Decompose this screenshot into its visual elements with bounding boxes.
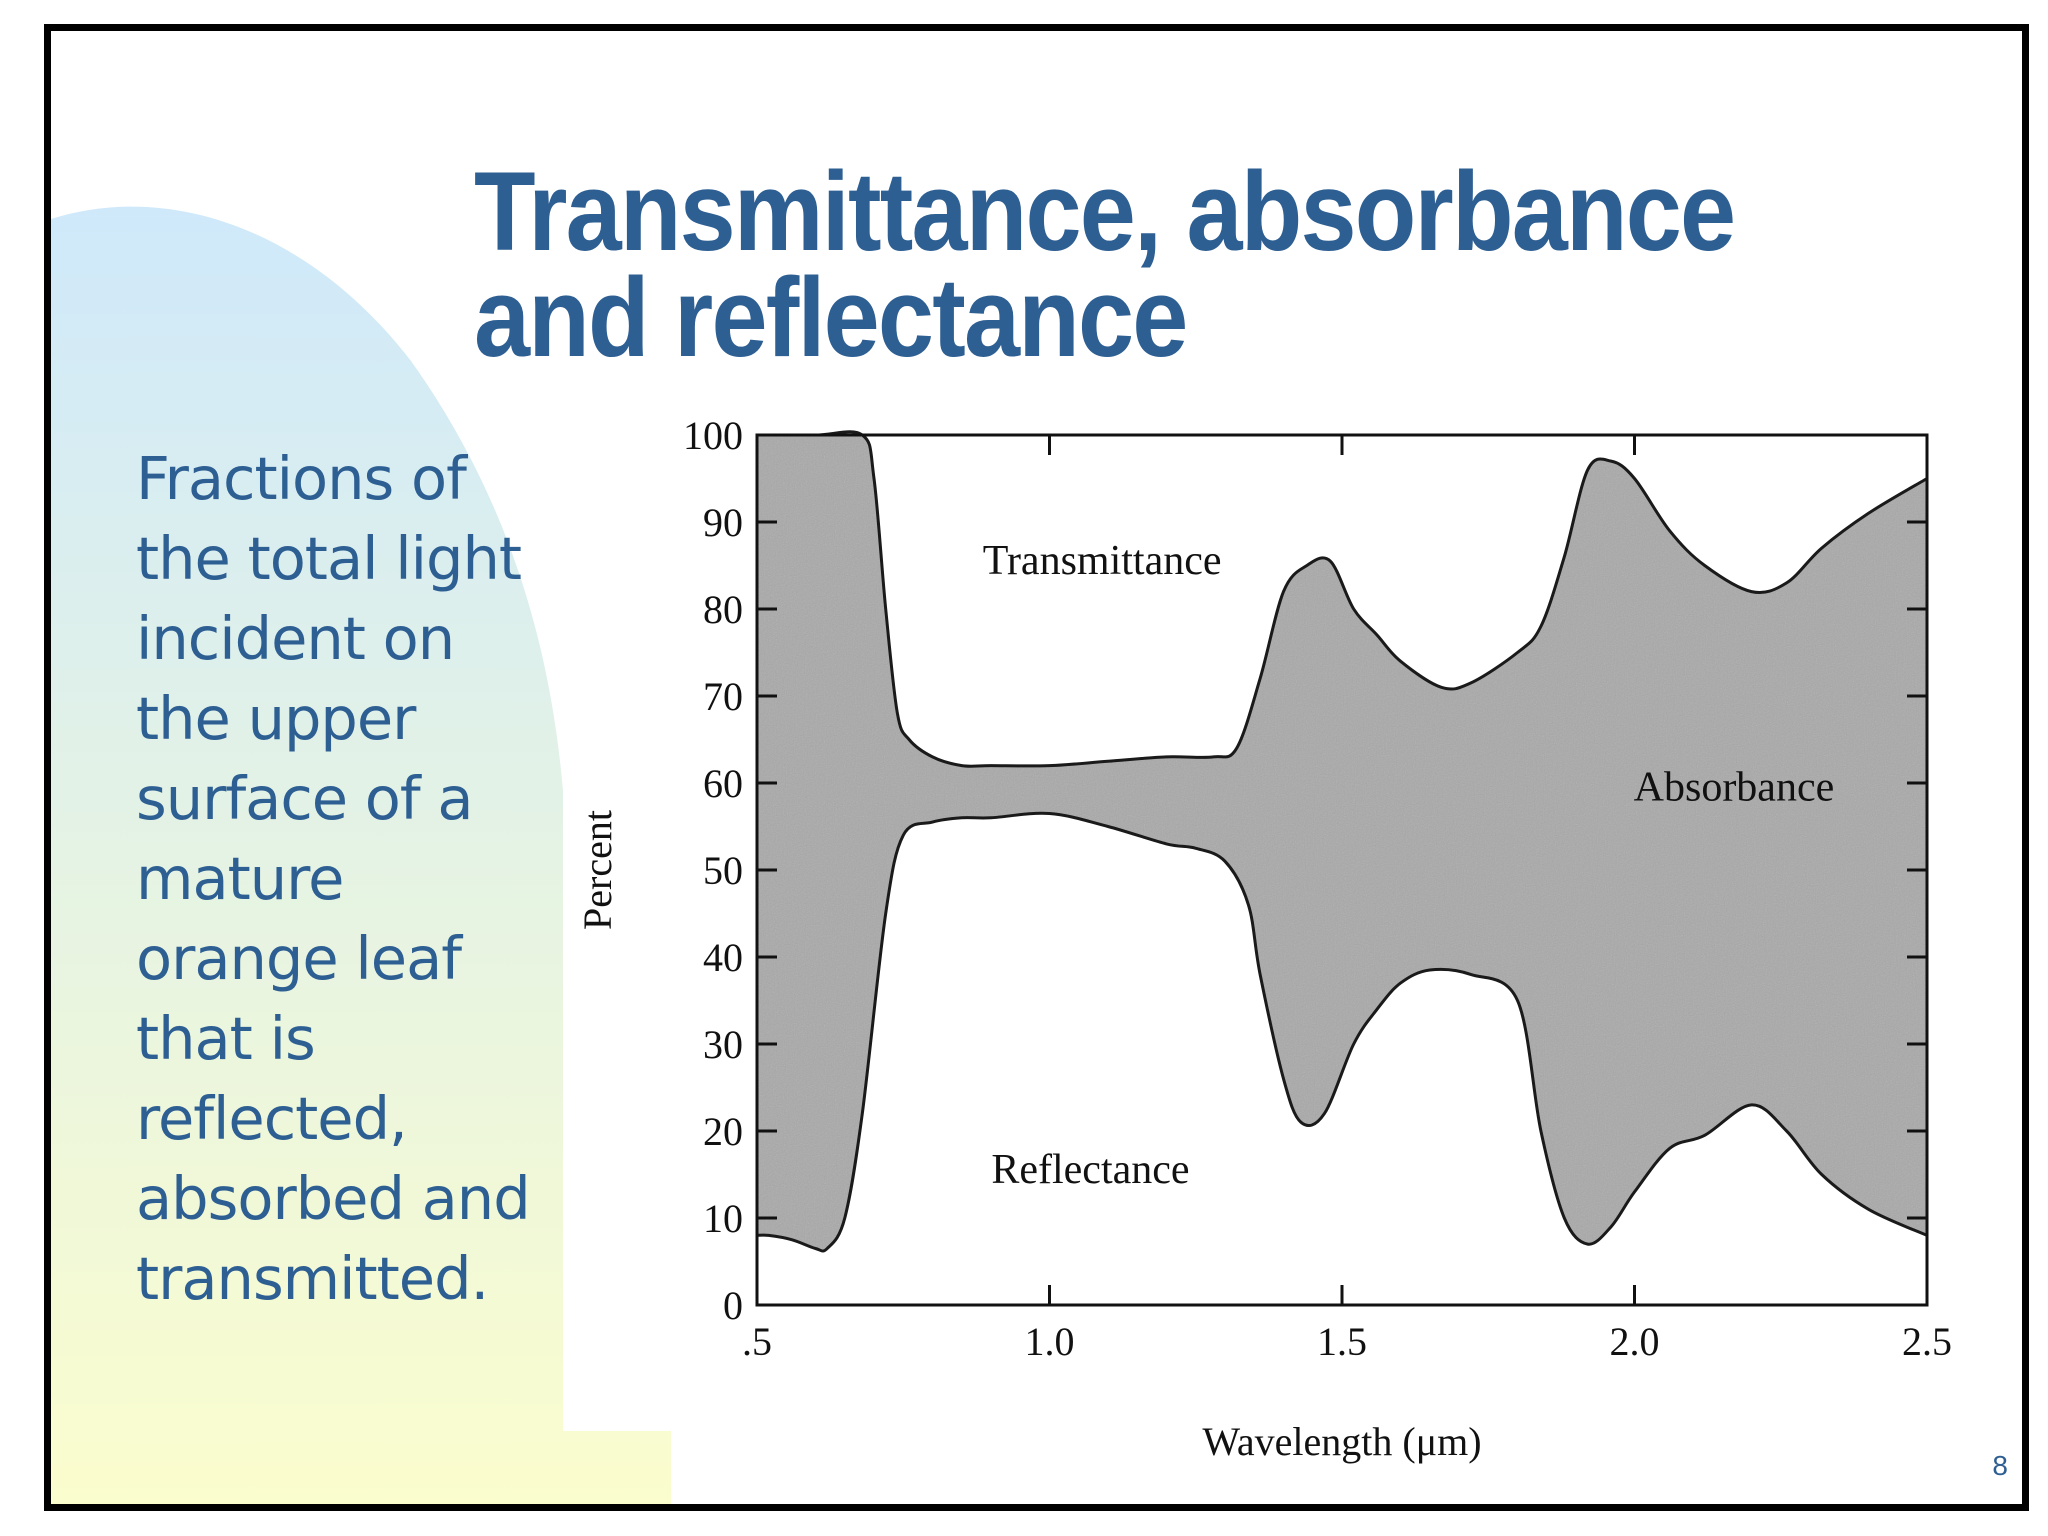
y-tick-label: 70	[703, 674, 743, 719]
slide-description: Fractions of the total light incident on…	[136, 439, 636, 1319]
x-axis-label: Wavelength (μm)	[1202, 1419, 1481, 1464]
region-label-absorbance: Absorbance	[1634, 764, 1835, 810]
x-tick-label: .5	[742, 1319, 772, 1364]
y-axis-ticks: 0 10 20 30 40 50 60 70 80 90 100	[683, 413, 1927, 1328]
description-line-6: mature	[136, 844, 344, 913]
description-line-4: the upper	[136, 684, 416, 753]
region-label-transmittance: Transmittance	[983, 538, 1222, 584]
y-axis-label: Percent	[575, 810, 620, 930]
page-number: 8	[1992, 1450, 2008, 1481]
description-line-5: surface of a	[136, 764, 474, 833]
y-tick-label: 50	[703, 848, 743, 893]
reflectance-boundary-line	[756, 811, 1928, 1253]
y-tick-label: 60	[703, 761, 743, 806]
y-tick-label: 80	[703, 587, 743, 632]
description-line-11: transmitted.	[136, 1244, 489, 1313]
region-labels: Transmittance Absorbance Reflectance	[983, 538, 1834, 1193]
x-tick-label: 2.0	[1610, 1319, 1660, 1364]
spectrum-chart: .5 1.0 1.5 2.0 2.5 0 10 20 30 40 50 60 70 80 90 100 Tr…	[575, 413, 1952, 1464]
x-axis-ticks: .5 1.0 1.5 2.0 2.5	[742, 435, 1952, 1364]
gradient-background-shape	[51, 206, 671, 1504]
y-tick-label: 20	[703, 1109, 743, 1154]
y-tick-label: 10	[703, 1196, 743, 1241]
slide: Transmittance, absorbance and reflectanc…	[44, 24, 2029, 1511]
description-line-1: Fractions of	[136, 444, 467, 513]
description-line-9: reflected,	[136, 1084, 408, 1153]
description-line-2: the total light	[136, 524, 522, 593]
y-tick-label: 30	[703, 1022, 743, 1067]
y-tick-label: 100	[683, 413, 743, 458]
description-line-7: orange leaf	[136, 924, 462, 993]
description-line-8: that is	[136, 1004, 316, 1073]
y-tick-label: 0	[723, 1283, 743, 1328]
x-tick-label: 1.5	[1317, 1319, 1367, 1364]
description-line-10: absorbed and	[136, 1164, 531, 1233]
y-tick-label: 90	[703, 500, 743, 545]
y-tick-label: 40	[703, 935, 743, 980]
x-tick-label: 1.0	[1025, 1319, 1075, 1364]
description-line-3: incident on	[136, 604, 455, 673]
slide-title: Transmittance, absorbance and reflectanc…	[474, 149, 1736, 380]
region-label-reflectance: Reflectance	[991, 1147, 1189, 1193]
absorbance-area	[757, 431, 1927, 1252]
x-tick-label: 2.5	[1902, 1319, 1952, 1364]
transmittance-boundary-line	[756, 430, 1928, 768]
slide-title-line-2: and reflectance	[474, 255, 1188, 380]
slide-title-line-1: Transmittance, absorbance	[474, 149, 1736, 274]
